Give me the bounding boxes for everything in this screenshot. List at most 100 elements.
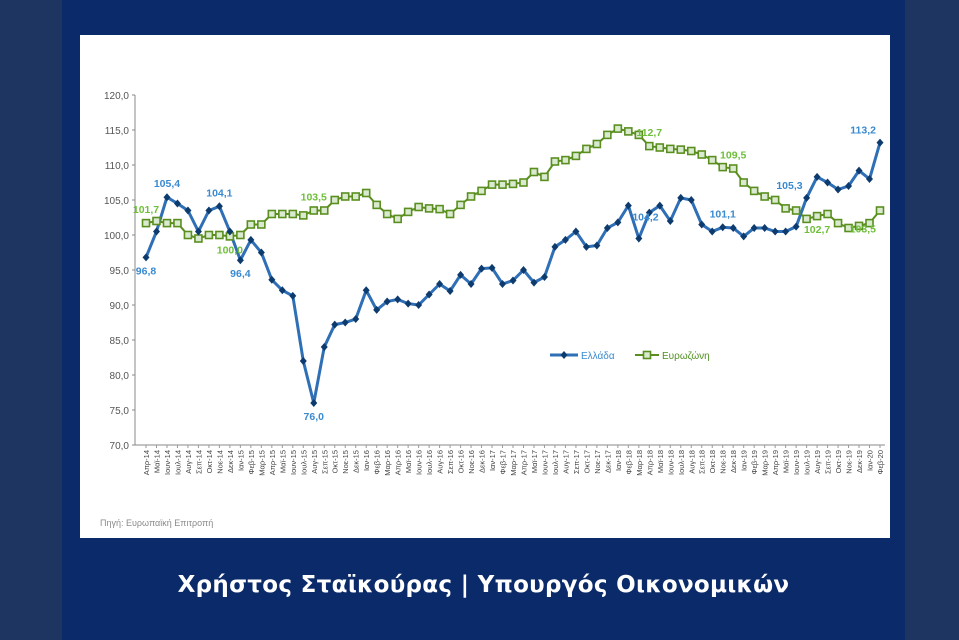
eurozone-point: [697, 150, 707, 159]
eurozone-point: [204, 230, 214, 240]
x-tick-label: Απρ-19: [771, 450, 780, 475]
greece-point: [373, 305, 381, 314]
y-tick-label: 105,0: [104, 196, 129, 207]
eurozone-point: [854, 221, 864, 231]
eurozone-point: [634, 130, 644, 140]
eurozone-point: [865, 218, 874, 228]
greece-point: [645, 208, 653, 217]
greece-point: [436, 280, 444, 288]
greece-point: [226, 227, 234, 236]
x-tick-label: Ιουλ-15: [299, 450, 308, 475]
greece-point: [698, 220, 706, 229]
x-tick-label: Νοε-15: [341, 450, 350, 474]
x-tick-label: Σεπ-14: [194, 450, 203, 474]
eurozone-point: [466, 192, 476, 201]
eurozone-point: [613, 124, 623, 133]
legend-marker-eurozone: [642, 350, 652, 360]
x-tick-label: Ιουλ-16: [425, 450, 434, 475]
x-tick-label: Μαϊ-19: [782, 450, 791, 473]
x-tick-label: Απρ-17: [519, 450, 528, 475]
eurozone-point: [393, 214, 402, 224]
x-tick-label: Αυγ-17: [561, 450, 570, 474]
eurozone-point: [183, 230, 193, 240]
greece-data-label: 104,1: [206, 187, 232, 199]
greece-point: [194, 227, 202, 236]
greece-point: [635, 234, 643, 243]
greece-point: [750, 224, 758, 232]
greece-point: [572, 227, 580, 236]
eurozone-point: [351, 192, 361, 201]
source-note: Πηγή: Ευρωπαϊκή Επιτροπή: [100, 518, 214, 528]
greece-point: [666, 217, 674, 225]
eurozone-point: [760, 192, 769, 201]
x-tick-label: Ιουλ-14: [173, 450, 182, 475]
x-tick-label: Αυγ-19: [813, 450, 822, 474]
eurozone-point: [728, 164, 738, 173]
y-tick-label: 70,0: [110, 441, 130, 452]
eurozone-point: [330, 195, 340, 205]
x-tick-label: Οκτ-17: [582, 450, 591, 473]
eurozone-point: [477, 186, 486, 196]
x-tick-label: Δεκ-15: [352, 450, 361, 473]
x-tick-label: Αυγ-14: [184, 450, 193, 474]
legend-label-greece: Ελλάδα: [581, 350, 615, 362]
y-tick-label: 85,0: [110, 336, 130, 347]
x-tick-label: Οκτ-19: [834, 450, 843, 473]
x-tick-label: Νοε-16: [467, 450, 476, 474]
greece-point: [341, 318, 349, 327]
greece-point: [320, 343, 328, 351]
greece-data-label: 105,3: [776, 180, 802, 192]
greece-data-label: 113,2: [850, 125, 876, 137]
background-left: [0, 0, 62, 640]
eurozone-point: [162, 218, 172, 228]
y-tick-label: 75,0: [110, 406, 130, 417]
greece-point: [299, 357, 307, 365]
greece-data-label: 105,4: [154, 178, 180, 190]
x-tick-label: Φεβ-15: [247, 450, 256, 474]
greece-point: [184, 206, 192, 215]
x-tick-label: Ιουν-16: [415, 450, 424, 475]
x-tick-label: Αυγ-15: [310, 450, 319, 474]
x-tick-label: Σεπ-18: [698, 450, 707, 474]
x-tick-label: Φεβ-18: [624, 450, 633, 474]
eurozone-point: [686, 146, 696, 156]
eurozone-point: [152, 216, 161, 226]
greece-point: [761, 224, 769, 232]
eurozone-data-label: 101,7: [133, 204, 159, 216]
eurozone-point: [319, 206, 329, 215]
x-tick-label: Ιουν-14: [163, 450, 172, 475]
eurozone-point: [571, 151, 581, 161]
x-tick-label: Απρ-16: [394, 450, 403, 475]
greece-point: [457, 270, 465, 279]
x-tick-label: Νοε-14: [215, 450, 224, 474]
x-tick-label: Φεβ-16: [373, 450, 382, 474]
x-tick-label: Νοε-19: [845, 450, 854, 474]
eurozone-point: [246, 220, 256, 229]
greece-point: [677, 193, 685, 202]
y-tick-label: 100,0: [104, 231, 129, 242]
x-tick-label: Αυγ-18: [687, 450, 696, 474]
x-tick-label: Δεκ-19: [855, 450, 864, 473]
x-tick-label: Δεκ-14: [226, 450, 235, 473]
x-tick-label: Οκτ-15: [331, 450, 340, 473]
greece-point: [803, 193, 811, 202]
y-tick-label: 120,0: [104, 91, 129, 102]
eurozone-point: [561, 155, 570, 165]
greece-point: [824, 178, 832, 187]
x-tick-label: Φεβ-17: [499, 450, 508, 474]
greece-point: [383, 297, 391, 306]
x-tick-label: Σεπ-17: [572, 450, 581, 474]
eurozone-point: [215, 230, 224, 240]
x-tick-label: Ιουν-17: [540, 450, 549, 475]
eurozone-point: [403, 207, 413, 217]
greece-point: [142, 253, 150, 262]
greece-point: [173, 199, 181, 208]
eurozone-point: [309, 206, 319, 215]
greece-point: [331, 320, 339, 329]
eurozone-point: [173, 218, 182, 228]
x-tick-label: Οκτ-18: [708, 450, 717, 473]
eurozone-point: [414, 202, 423, 212]
x-tick-label: Αυγ-16: [436, 450, 445, 474]
eurozone-point: [519, 178, 528, 187]
x-tick-label: Οκτ-14: [205, 450, 214, 473]
